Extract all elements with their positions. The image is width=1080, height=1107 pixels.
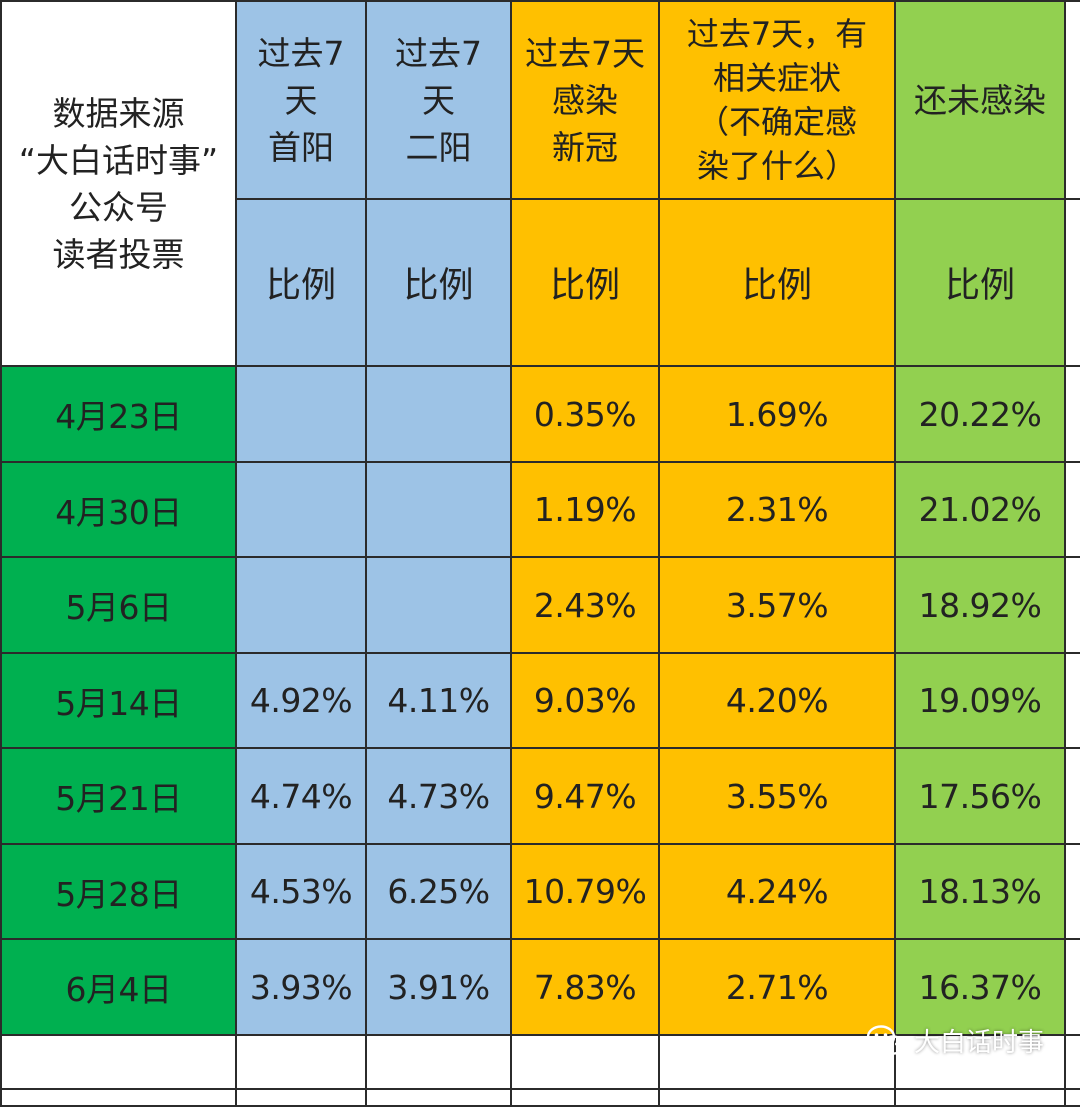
row-date: 4月30日 — [0, 463, 237, 558]
table-cell: 3.91% — [367, 940, 512, 1036]
table-edge — [1066, 749, 1080, 845]
col-header-not-infected: 还未感染 — [896, 0, 1066, 200]
col-header-second-positive: 过去7 天 二阳 — [367, 0, 512, 200]
source-label: 数据来源 “大白话时事” 公众号 读者投票 — [0, 0, 237, 367]
empty-cell — [367, 1090, 512, 1107]
table-cell: 2.31% — [660, 463, 896, 558]
table-cell: 7.83% — [512, 940, 660, 1036]
table-cell — [367, 367, 512, 463]
table-edge — [1066, 1090, 1080, 1107]
col-subheader-ratio: 比例 — [367, 200, 512, 367]
row-date: 5月6日 — [0, 558, 237, 654]
col-subheader-ratio: 比例 — [512, 200, 660, 367]
table-cell: 4.24% — [660, 845, 896, 940]
empty-cell — [896, 1090, 1066, 1107]
table-cell: 3.55% — [660, 749, 896, 845]
wechat-icon — [866, 1024, 905, 1055]
col-header-infected-covid: 过去7天 感染 新冠 — [512, 0, 660, 200]
table-edge — [1066, 654, 1080, 749]
table-cell — [367, 558, 512, 654]
table-edge — [1066, 367, 1080, 463]
col-subheader-ratio: 比例 — [660, 200, 896, 367]
table-cell: 3.57% — [660, 558, 896, 654]
table-cell: 4.11% — [367, 654, 512, 749]
empty-cell — [660, 1090, 896, 1107]
table-cell: 4.92% — [237, 654, 367, 749]
row-date: 5月28日 — [0, 845, 237, 940]
table-cell: 4.53% — [237, 845, 367, 940]
table-cell: 18.13% — [896, 845, 1066, 940]
table-edge — [1066, 940, 1080, 1036]
col-header-first-positive: 过去7 天 首阳 — [237, 0, 367, 200]
row-date: 4月23日 — [0, 367, 237, 463]
table-cell: 0.35% — [512, 367, 660, 463]
table-cell: 4.73% — [367, 749, 512, 845]
empty-cell — [0, 1036, 237, 1090]
table-cell: 17.56% — [896, 749, 1066, 845]
table-cell: 19.09% — [896, 654, 1066, 749]
table-cell — [237, 558, 367, 654]
watermark: 大白话时事 — [866, 1022, 1044, 1059]
empty-cell — [237, 1090, 367, 1107]
row-date: 6月4日 — [0, 940, 237, 1036]
table-cell: 1.69% — [660, 367, 896, 463]
table-cell — [237, 463, 367, 558]
table-cell: 20.22% — [896, 367, 1066, 463]
table-edge — [1066, 0, 1080, 200]
table-cell — [367, 463, 512, 558]
empty-cell — [367, 1036, 512, 1090]
table-cell: 6.25% — [367, 845, 512, 940]
table-cell: 2.43% — [512, 558, 660, 654]
empty-cell — [0, 1090, 237, 1107]
table-cell: 3.93% — [237, 940, 367, 1036]
table-cell: 9.47% — [512, 749, 660, 845]
table-cell: 16.37% — [896, 940, 1066, 1036]
empty-cell — [512, 1036, 660, 1090]
watermark-text: 大白话时事 — [914, 1028, 1045, 1058]
empty-cell — [512, 1090, 660, 1107]
row-date: 5月21日 — [0, 749, 237, 845]
table-cell: 21.02% — [896, 463, 1066, 558]
table-edge — [1066, 1036, 1080, 1090]
col-subheader-ratio: 比例 — [896, 200, 1066, 367]
col-header-related-symptoms: 过去7天，有 相关症状 （不确定感 染了什么） — [660, 0, 896, 200]
table-edge — [1066, 463, 1080, 558]
table-cell: 9.03% — [512, 654, 660, 749]
table-cell: 4.74% — [237, 749, 367, 845]
row-date: 5月14日 — [0, 654, 237, 749]
table-cell — [237, 367, 367, 463]
table-edge — [1066, 845, 1080, 940]
table-cell: 2.71% — [660, 940, 896, 1036]
table-cell: 18.92% — [896, 558, 1066, 654]
table-cell: 4.20% — [660, 654, 896, 749]
table-edge — [1066, 200, 1080, 367]
table-cell: 10.79% — [512, 845, 660, 940]
table-edge — [1066, 558, 1080, 654]
col-subheader-ratio: 比例 — [237, 200, 367, 367]
empty-cell — [237, 1036, 367, 1090]
empty-cell — [660, 1036, 896, 1090]
table-cell: 1.19% — [512, 463, 660, 558]
